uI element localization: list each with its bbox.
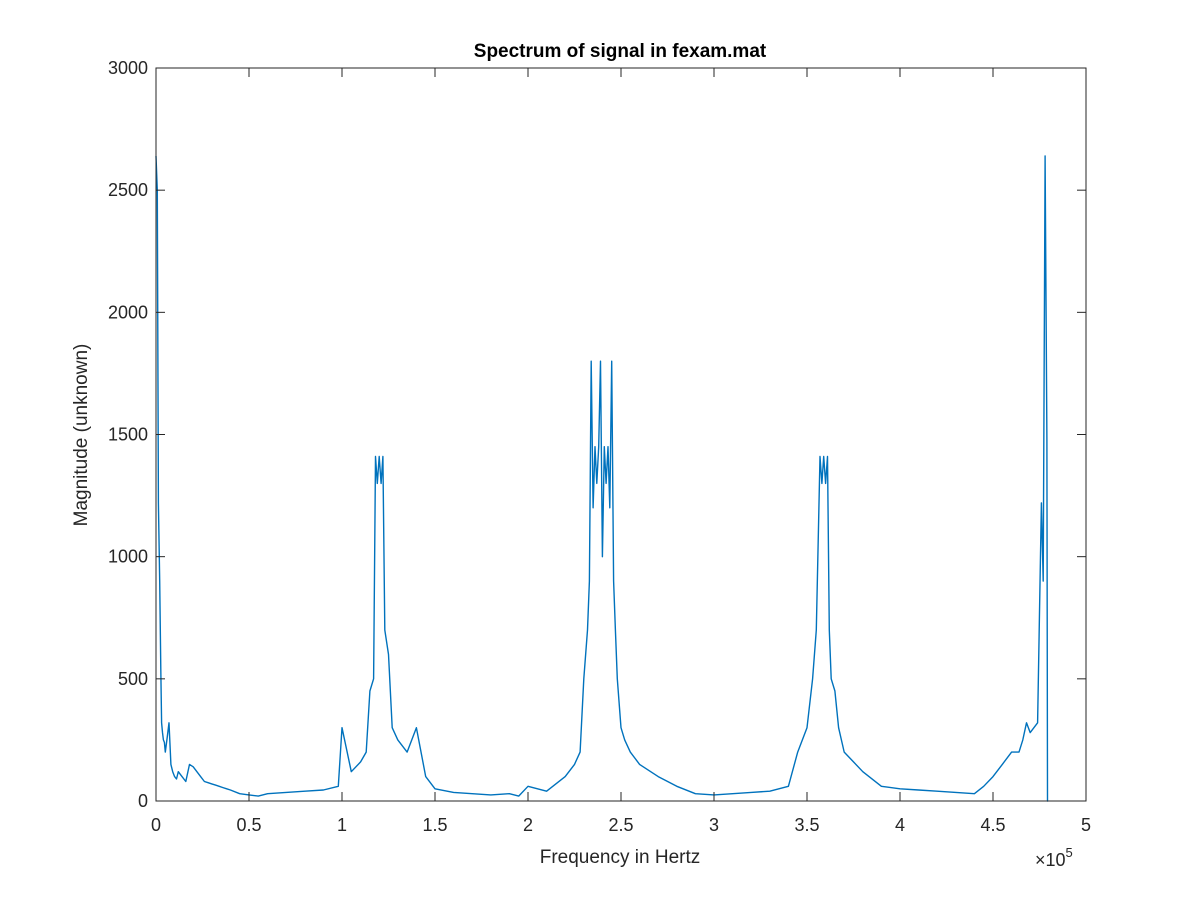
x-tick-label: 4 [895,815,905,835]
y-tick-label: 1000 [108,547,148,567]
x-axis-exponent-base: ×10 [1035,850,1066,870]
y-tick-label: 2500 [108,180,148,200]
y-tick-label: 0 [138,791,148,811]
x-tick-label: 5 [1081,815,1091,835]
x-axis-ticks: 0 0.5 1 1.5 2 2.5 3 3.5 4 4.5 5 [151,68,1091,835]
x-tick-label: 0.5 [236,815,261,835]
plot-area [155,155,1049,802]
x-tick-label: 4.5 [980,815,1005,835]
x-tick-label: 3 [709,815,719,835]
x-axis-exponent-power: 5 [1066,845,1073,860]
x-axis-label: Frequency in Hertz [540,847,701,868]
x-tick-label: 1 [337,815,347,835]
chart-title: Spectrum of signal in fexam.mat [474,41,767,62]
x-axis-exponent: ×105 [1035,845,1073,870]
y-axis-label: Magnitude (unknown) [71,344,92,527]
x-tick-label: 3.5 [794,815,819,835]
x-tick-label: 1.5 [422,815,447,835]
y-tick-label: 1500 [108,425,148,445]
x-tick-label: 2 [523,815,533,835]
y-tick-label: 3000 [108,58,148,78]
series-line-0 [155,155,1049,802]
y-tick-label: 2000 [108,302,148,322]
x-tick-label: 2.5 [608,815,633,835]
y-axis-ticks: 0 500 1000 1500 2000 2500 3000 [108,58,1086,811]
x-tick-label: 0 [151,815,161,835]
y-tick-label: 500 [118,669,148,689]
